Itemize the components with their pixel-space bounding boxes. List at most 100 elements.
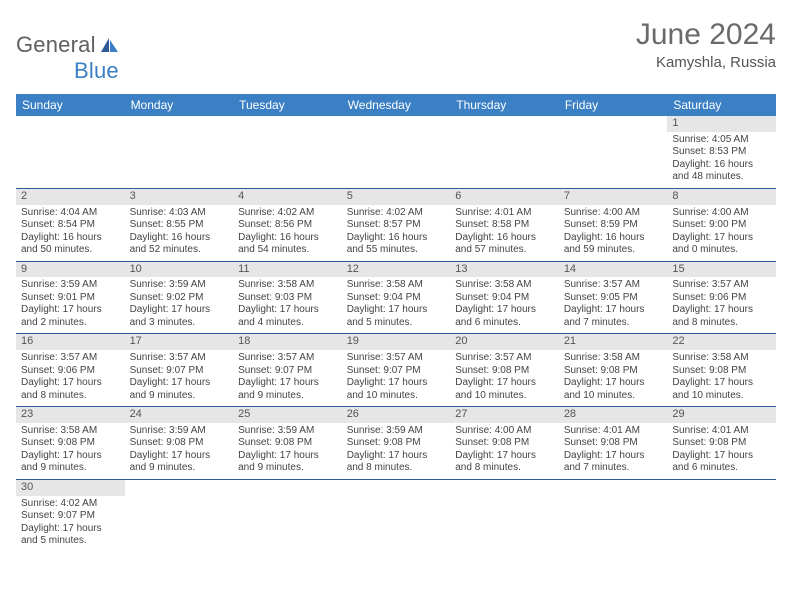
sunset-text: Sunset: 9:04 PM [455,292,554,305]
day-number: 4 [233,189,342,205]
day-cell: 12Sunrise: 3:58 AMSunset: 9:04 PMDayligh… [342,261,451,334]
sunrise-text: Sunrise: 3:59 AM [347,425,446,438]
sunrise-text: Sunrise: 4:00 AM [564,207,663,220]
blank-cell [667,479,776,551]
sunset-text: Sunset: 9:05 PM [564,292,663,305]
daylight-text: Daylight: 17 hours and 4 minutes. [238,304,337,329]
daylight-text: Daylight: 17 hours and 6 minutes. [672,450,771,475]
sunrise-text: Sunrise: 3:58 AM [238,279,337,292]
sunrise-text: Sunrise: 4:02 AM [238,207,337,220]
day-cell: 24Sunrise: 3:59 AMSunset: 9:08 PMDayligh… [125,407,234,480]
day-number: 7 [559,189,668,205]
sunset-text: Sunset: 9:03 PM [238,292,337,305]
day-number: 21 [559,334,668,350]
sunset-text: Sunset: 9:08 PM [21,437,120,450]
day-cell: 21Sunrise: 3:58 AMSunset: 9:08 PMDayligh… [559,334,668,407]
blank-cell [559,479,668,551]
daylight-text: Daylight: 17 hours and 8 minutes. [672,304,771,329]
day-number: 24 [125,407,234,423]
sunset-text: Sunset: 9:08 PM [564,365,663,378]
day-cell: 18Sunrise: 3:57 AMSunset: 9:07 PMDayligh… [233,334,342,407]
day-number: 8 [667,189,776,205]
daylight-text: Daylight: 17 hours and 8 minutes. [21,377,120,402]
day-number: 5 [342,189,451,205]
day-number: 9 [16,262,125,278]
day-number: 22 [667,334,776,350]
sunset-text: Sunset: 8:53 PM [672,146,771,159]
sunrise-text: Sunrise: 3:57 AM [455,352,554,365]
sunrise-text: Sunrise: 4:03 AM [130,207,229,220]
sunrise-text: Sunrise: 4:00 AM [672,207,771,220]
sunset-text: Sunset: 8:56 PM [238,219,337,232]
sunset-text: Sunset: 9:01 PM [21,292,120,305]
daylight-text: Daylight: 17 hours and 10 minutes. [347,377,446,402]
blank-cell [233,479,342,551]
day-number: 12 [342,262,451,278]
day-cell: 1Sunrise: 4:05 AMSunset: 8:53 PMDaylight… [667,116,776,188]
day-cell: 22Sunrise: 3:58 AMSunset: 9:08 PMDayligh… [667,334,776,407]
day-number: 13 [450,262,559,278]
sunset-text: Sunset: 9:07 PM [347,365,446,378]
day-cell: 29Sunrise: 4:01 AMSunset: 9:08 PMDayligh… [667,407,776,480]
sunset-text: Sunset: 8:58 PM [455,219,554,232]
day-number: 29 [667,407,776,423]
daylight-text: Daylight: 17 hours and 7 minutes. [564,304,663,329]
weekday-header: Sunday [16,94,125,116]
day-number: 14 [559,262,668,278]
day-cell: 25Sunrise: 3:59 AMSunset: 9:08 PMDayligh… [233,407,342,480]
page-title: June 2024 [636,18,776,52]
sunset-text: Sunset: 8:54 PM [21,219,120,232]
daylight-text: Daylight: 17 hours and 10 minutes. [672,377,771,402]
day-number: 26 [342,407,451,423]
daylight-text: Daylight: 17 hours and 9 minutes. [21,450,120,475]
sunrise-text: Sunrise: 4:04 AM [21,207,120,220]
sunset-text: Sunset: 8:57 PM [347,219,446,232]
daylight-text: Daylight: 17 hours and 10 minutes. [564,377,663,402]
day-number: 30 [16,480,125,496]
day-cell: 19Sunrise: 3:57 AMSunset: 9:07 PMDayligh… [342,334,451,407]
sunset-text: Sunset: 9:08 PM [347,437,446,450]
daylight-text: Daylight: 17 hours and 2 minutes. [21,304,120,329]
sunrise-text: Sunrise: 3:57 AM [564,279,663,292]
day-cell: 30Sunrise: 4:02 AMSunset: 9:07 PMDayligh… [16,479,125,551]
daylight-text: Daylight: 17 hours and 9 minutes. [238,450,337,475]
day-cell: 16Sunrise: 3:57 AMSunset: 9:06 PMDayligh… [16,334,125,407]
blank-cell [342,479,451,551]
day-number: 18 [233,334,342,350]
day-cell: 10Sunrise: 3:59 AMSunset: 9:02 PMDayligh… [125,261,234,334]
sunset-text: Sunset: 9:08 PM [564,437,663,450]
day-number: 10 [125,262,234,278]
sunset-text: Sunset: 8:59 PM [564,219,663,232]
day-number: 15 [667,262,776,278]
sunrise-text: Sunrise: 3:58 AM [672,352,771,365]
day-cell: 8Sunrise: 4:00 AMSunset: 9:00 PMDaylight… [667,188,776,261]
blank-cell [450,479,559,551]
sunset-text: Sunset: 8:55 PM [130,219,229,232]
sunset-text: Sunset: 9:06 PM [672,292,771,305]
day-cell: 9Sunrise: 3:59 AMSunset: 9:01 PMDaylight… [16,261,125,334]
sunrise-text: Sunrise: 3:58 AM [347,279,446,292]
day-cell: 23Sunrise: 3:58 AMSunset: 9:08 PMDayligh… [16,407,125,480]
weekday-header: Tuesday [233,94,342,116]
location-subtitle: Kamyshla, Russia [636,54,776,71]
sunrise-text: Sunrise: 3:59 AM [130,279,229,292]
day-cell: 17Sunrise: 3:57 AMSunset: 9:07 PMDayligh… [125,334,234,407]
sunrise-text: Sunrise: 4:01 AM [564,425,663,438]
sunrise-text: Sunrise: 3:58 AM [455,279,554,292]
sunrise-text: Sunrise: 4:01 AM [455,207,554,220]
sunset-text: Sunset: 9:08 PM [672,437,771,450]
sunrise-text: Sunrise: 3:57 AM [672,279,771,292]
sunset-text: Sunset: 9:08 PM [455,365,554,378]
sail-icon [98,34,120,60]
sunset-text: Sunset: 9:08 PM [238,437,337,450]
sunset-text: Sunset: 9:07 PM [21,510,120,523]
daylight-text: Daylight: 17 hours and 9 minutes. [238,377,337,402]
day-number: 19 [342,334,451,350]
daylight-text: Daylight: 17 hours and 10 minutes. [455,377,554,402]
sunrise-text: Sunrise: 3:59 AM [130,425,229,438]
day-cell: 6Sunrise: 4:01 AMSunset: 8:58 PMDaylight… [450,188,559,261]
daylight-text: Daylight: 16 hours and 52 minutes. [130,232,229,257]
daylight-text: Daylight: 16 hours and 57 minutes. [455,232,554,257]
logo: GeneralBlue [16,32,119,84]
day-cell: 7Sunrise: 4:00 AMSunset: 8:59 PMDaylight… [559,188,668,261]
